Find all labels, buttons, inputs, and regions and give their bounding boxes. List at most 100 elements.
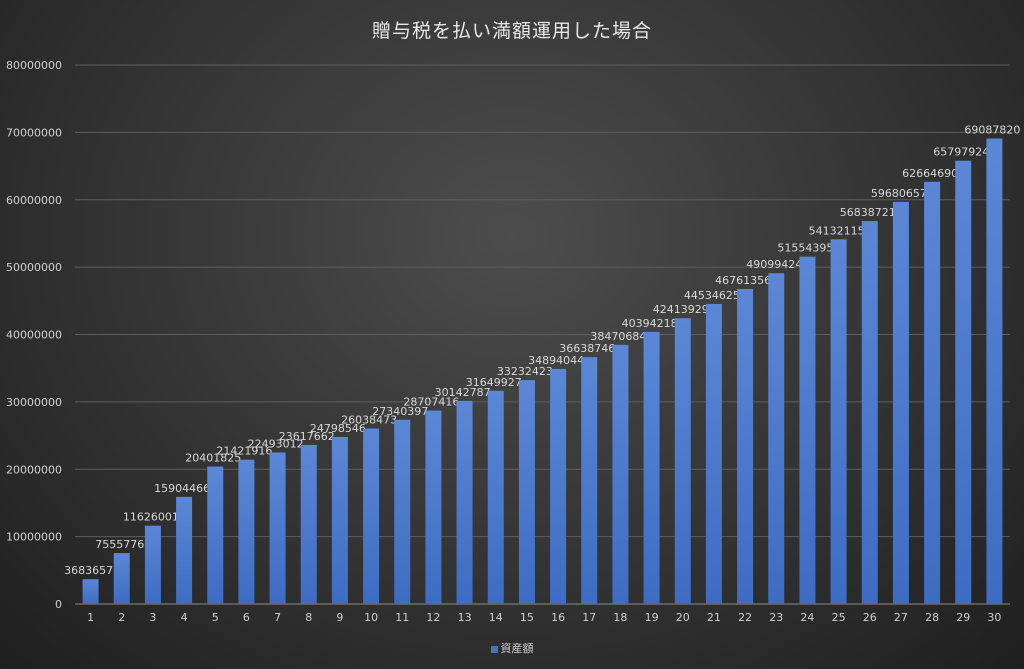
bar — [331, 436, 348, 604]
x-tick-label: 7 — [274, 611, 281, 624]
data-label: 42413929 — [653, 303, 709, 316]
bar — [799, 256, 816, 604]
data-label: 51554395 — [777, 242, 833, 255]
x-tick-label: 2 — [118, 611, 125, 624]
bar — [300, 444, 317, 604]
data-label: 46761356 — [715, 274, 771, 287]
bar — [456, 400, 473, 604]
x-tick-label: 29 — [956, 611, 970, 624]
x-tick-label: 4 — [181, 611, 188, 624]
data-label: 56838721 — [840, 206, 896, 219]
bar — [394, 419, 411, 604]
x-tick-label: 13 — [458, 611, 472, 624]
bar — [144, 525, 161, 604]
y-tick-label: 0 — [55, 598, 62, 611]
y-tick-label: 60000000 — [6, 194, 62, 207]
x-tick-label: 10 — [364, 611, 378, 624]
data-label: 65797924 — [933, 146, 989, 159]
data-label: 11626001 — [123, 511, 179, 524]
bar — [487, 390, 504, 604]
bar — [955, 160, 972, 604]
x-tick-label: 27 — [894, 611, 908, 624]
bar — [550, 368, 567, 604]
data-label: 23617662 — [279, 430, 335, 443]
bar — [924, 181, 941, 605]
bar — [425, 410, 442, 604]
x-tick-label: 16 — [551, 611, 565, 624]
legend: 資産額 — [0, 640, 1024, 656]
x-tick-label: 15 — [520, 611, 534, 624]
y-tick-label: 20000000 — [6, 463, 62, 476]
data-label: 34894044 — [528, 354, 584, 367]
bar — [581, 357, 598, 604]
bar — [892, 201, 909, 604]
x-tick-label: 11 — [395, 611, 409, 624]
x-tick-label: 1 — [87, 611, 94, 624]
y-tick-label: 40000000 — [6, 329, 62, 342]
data-label: 44534625 — [684, 289, 740, 302]
x-tick-label: 17 — [582, 611, 596, 624]
x-tick-label: 30 — [987, 611, 1001, 624]
x-tick-label: 3 — [149, 611, 156, 624]
data-label: 36638746 — [559, 342, 615, 355]
x-tick-label: 5 — [212, 611, 219, 624]
x-tick-label: 23 — [769, 611, 783, 624]
bar — [737, 288, 754, 604]
data-label: 31649927 — [466, 376, 522, 389]
bar — [207, 466, 224, 604]
x-tick-label: 22 — [738, 611, 752, 624]
y-tick-label: 10000000 — [6, 531, 62, 544]
data-label: 7555776 — [95, 538, 144, 551]
bar — [269, 452, 286, 604]
bar — [82, 579, 99, 604]
bar — [238, 459, 255, 604]
bar — [768, 273, 785, 604]
data-label: 30142787 — [435, 386, 491, 399]
data-label: 15904466 — [154, 482, 210, 495]
x-tick-label: 21 — [707, 611, 721, 624]
y-tick-label: 30000000 — [6, 396, 62, 409]
bar — [518, 380, 535, 604]
data-label: 59680657 — [871, 187, 927, 200]
data-label: 24798546 — [310, 422, 366, 435]
data-label: 28707416 — [403, 396, 459, 409]
x-tick-label: 14 — [489, 611, 503, 624]
x-tick-label: 24 — [800, 611, 814, 624]
x-tick-label: 18 — [613, 611, 627, 624]
x-tick-label: 8 — [305, 611, 312, 624]
legend-swatch — [490, 645, 498, 653]
x-tick-label: 25 — [832, 611, 846, 624]
legend-label: 資産額 — [500, 642, 534, 655]
y-tick-label: 70000000 — [6, 126, 62, 139]
bar — [176, 496, 193, 604]
x-tick-label: 19 — [645, 611, 659, 624]
data-label: 38470684 — [590, 330, 646, 343]
data-label: 22493012 — [248, 437, 304, 450]
data-label: 3683657 — [64, 564, 113, 577]
data-label: 33232423 — [497, 365, 553, 378]
data-label: 62664690 — [902, 167, 958, 180]
data-label: 49099424 — [746, 258, 802, 271]
bar — [643, 331, 660, 604]
data-label: 40394218 — [622, 317, 678, 330]
bar — [705, 303, 722, 604]
x-tick-label: 20 — [676, 611, 690, 624]
chart-title: 贈与税を払い満額運用した場合 — [371, 20, 652, 42]
x-tick-label: 26 — [863, 611, 877, 624]
data-label: 26038473 — [341, 414, 397, 427]
x-tick-label: 9 — [336, 611, 343, 624]
data-label: 54132115 — [809, 224, 865, 237]
y-tick-label: 80000000 — [6, 59, 62, 72]
x-tick-label: 12 — [426, 611, 440, 624]
bar — [861, 221, 878, 604]
data-label: 20401825 — [185, 452, 241, 465]
bar — [986, 138, 1003, 604]
bar — [674, 318, 691, 604]
y-tick-label: 50000000 — [6, 261, 62, 274]
bar — [363, 428, 380, 604]
data-label: 21421916 — [216, 445, 272, 458]
bar — [113, 553, 130, 604]
x-tick-label: 6 — [243, 611, 250, 624]
bar — [612, 344, 629, 604]
